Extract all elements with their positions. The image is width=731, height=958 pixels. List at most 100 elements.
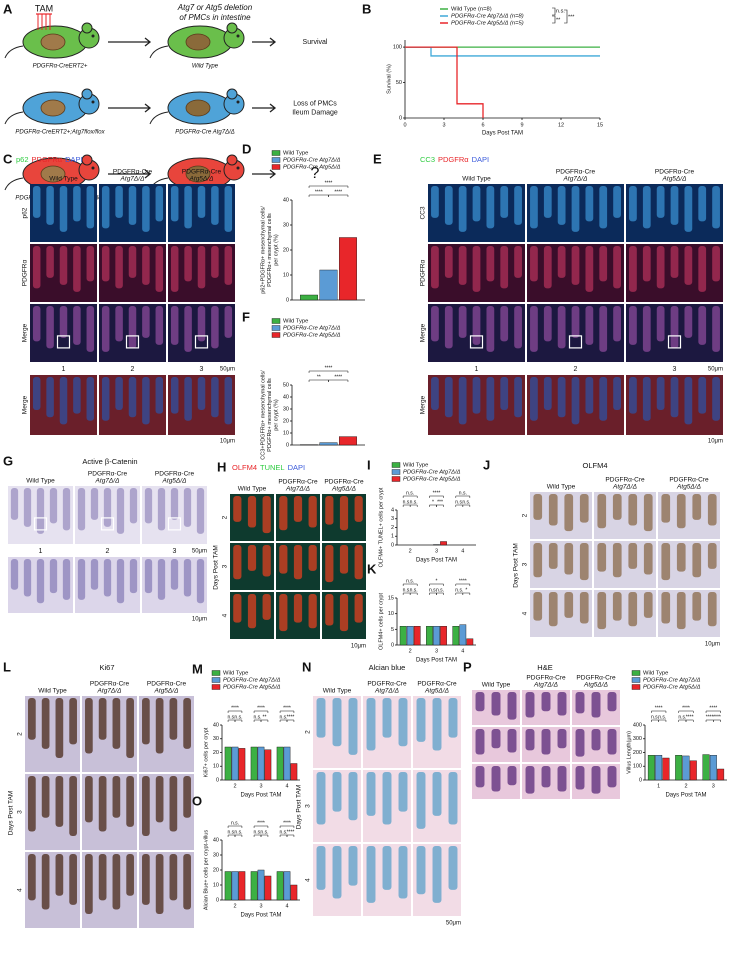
- y-axis-label: OLFM4+ TUNEL+ cells per crypt: [378, 487, 384, 567]
- x-axis-label: Days Post TAM: [482, 131, 523, 137]
- villus: [684, 186, 693, 232]
- column-header: Atg7Δ/Δ: [120, 176, 145, 183]
- bar: [276, 746, 284, 781]
- villus: [514, 186, 522, 225]
- villus: [530, 186, 538, 229]
- y-axis-label: Alcian Blue+ cells per crypt-villus: [203, 830, 209, 910]
- villus: [46, 377, 54, 418]
- villus: [170, 488, 179, 520]
- stain-name: DAPI: [65, 155, 83, 164]
- villus: [233, 496, 242, 522]
- schematic-title: of PMCs in intestine: [179, 13, 251, 22]
- legend-label: PDGFRα-Cre Atg5Δ/Δ (n=5): [451, 21, 524, 27]
- villus: [543, 306, 552, 342]
- villus: [557, 306, 566, 349]
- villus: [557, 766, 567, 792]
- scale-bar: 50μm: [192, 549, 207, 555]
- legend-swatch: [391, 476, 401, 482]
- villus: [184, 377, 192, 421]
- villus: [142, 377, 150, 425]
- significance: *: [465, 587, 467, 593]
- row-title: Days Post TAM: [213, 545, 220, 590]
- y-tick-label: 10: [213, 882, 219, 888]
- significance: **: [263, 714, 267, 720]
- bracket: [234, 719, 243, 722]
- y-axis-label: PDGFRα+ mesenchymal cells: [267, 378, 273, 452]
- x-tick-label: 3: [259, 783, 262, 789]
- villus: [698, 246, 707, 292]
- villus: [431, 306, 439, 342]
- villus: [157, 559, 166, 600]
- column-header: Wild Type: [26, 478, 55, 485]
- x-axis-label: Days Post TAM: [240, 913, 281, 919]
- villus: [571, 306, 580, 338]
- y-tick-label: 40: [283, 197, 289, 203]
- mouse-eye: [236, 100, 240, 104]
- y-tick-label: 40: [213, 722, 219, 728]
- villus: [366, 698, 376, 751]
- villus: [112, 698, 121, 749]
- outcome: Survival: [303, 39, 328, 46]
- villus: [98, 854, 107, 901]
- result-genotype: Wild Type: [192, 64, 219, 70]
- villus: [59, 377, 68, 425]
- villus: [432, 698, 442, 751]
- x-tick-label: 2: [233, 903, 236, 909]
- mouse-eye: [91, 100, 95, 104]
- column-header: Atg7Δ/Δ: [612, 484, 637, 491]
- villus: [507, 729, 517, 753]
- row-label: 3: [305, 804, 312, 808]
- x-axis-label: Days Post TAM: [416, 658, 457, 664]
- legend-label: PDGFRα-Cre Atg5Δ/Δ: [643, 685, 701, 691]
- bar: [224, 871, 232, 901]
- row-label: PDGFRα: [420, 260, 427, 287]
- intestine: [185, 99, 211, 117]
- villus: [416, 698, 426, 742]
- y-tick-label: 300: [633, 736, 642, 742]
- bracket: [705, 710, 721, 713]
- bar: [426, 626, 433, 646]
- villus: [684, 377, 693, 425]
- intestine: [40, 33, 66, 51]
- bracket: [462, 504, 471, 507]
- mouse-tail: [4, 177, 24, 191]
- significance: ****: [459, 578, 467, 584]
- villus: [73, 306, 81, 345]
- villus: [46, 186, 54, 225]
- column-header: Atg7Δ/Δ: [97, 688, 122, 695]
- x-tick-label: 4: [461, 648, 464, 654]
- villus: [144, 559, 153, 594]
- significance: ****: [682, 705, 690, 711]
- scale-bar: 50μm: [446, 921, 461, 927]
- row-label: CC3: [420, 206, 427, 219]
- survival-line: [405, 46, 600, 57]
- villus: [73, 246, 81, 292]
- villus: [157, 488, 166, 531]
- significance: n.s.: [234, 714, 242, 720]
- intestine: [40, 165, 66, 183]
- villus: [571, 377, 580, 425]
- bar: [647, 755, 655, 781]
- bar: [276, 871, 284, 901]
- x-tick-label: 6: [481, 122, 484, 128]
- bar: [250, 746, 258, 781]
- villus: [670, 377, 679, 418]
- villus: [514, 377, 522, 418]
- stain-name: p62: [16, 155, 29, 164]
- villus: [525, 766, 535, 794]
- villus: [448, 698, 458, 738]
- villus: [41, 776, 50, 818]
- villus: [325, 594, 334, 626]
- y-tick-label: 0: [639, 777, 642, 783]
- bracket: [260, 719, 269, 722]
- villus: [325, 496, 334, 525]
- villus: [656, 246, 665, 289]
- y-axis-label: per crypt (%): [273, 234, 279, 266]
- y-tick-label: 3: [391, 516, 394, 522]
- villus: [115, 306, 123, 342]
- x-tick-label: 3: [712, 783, 715, 789]
- villus: [90, 559, 99, 590]
- inset-box: [667, 335, 682, 349]
- inset-box: [167, 517, 182, 531]
- y-tick-label: 20: [213, 867, 219, 873]
